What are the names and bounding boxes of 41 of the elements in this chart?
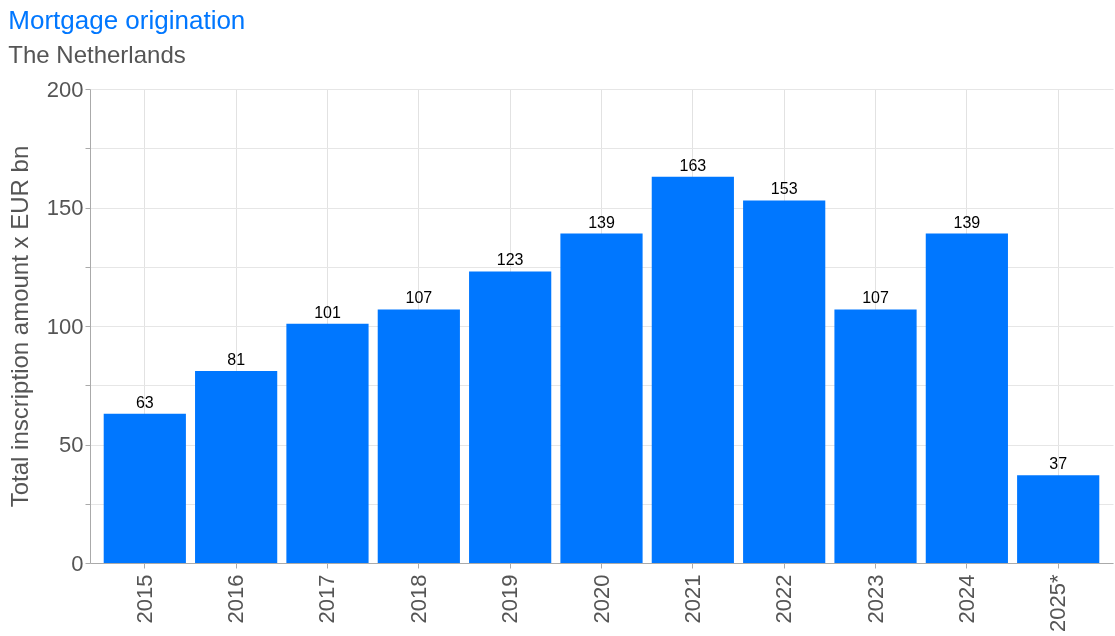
- chart-title: Mortgage origination: [8, 5, 246, 35]
- bar: [286, 323, 369, 563]
- data-label: 123: [496, 251, 524, 269]
- data-label: 163: [679, 156, 707, 174]
- data-label: 153: [770, 180, 798, 198]
- bar: [103, 413, 186, 563]
- y-axis-title: Total inscription amount x EUR bn: [5, 145, 33, 508]
- x-tick-label: 2016: [223, 574, 249, 624]
- bar: [651, 176, 734, 563]
- y-tick-label: 150: [46, 195, 84, 220]
- x-tick-label: 2025*: [1045, 574, 1071, 633]
- data-label: 101: [314, 303, 341, 321]
- x-tick-label: 2020: [588, 574, 614, 624]
- x-tick-label: 2015: [131, 574, 157, 624]
- x-tick-label: 2021: [679, 574, 705, 624]
- bar: [560, 233, 643, 563]
- y-tick-label: 200: [46, 76, 84, 102]
- data-label: 81: [227, 351, 246, 369]
- data-label: 63: [135, 393, 154, 411]
- data-label: 37: [1049, 455, 1068, 473]
- bar: [377, 309, 460, 563]
- data-label: 107: [862, 289, 889, 307]
- y-tick-label: 0: [71, 550, 84, 576]
- bar: [743, 200, 826, 563]
- data-label: 107: [405, 289, 433, 307]
- chart-subtitle: The Netherlands: [8, 41, 186, 68]
- bar: [1017, 475, 1100, 563]
- bar: [925, 233, 1008, 563]
- data-label: 139: [588, 213, 615, 231]
- bar: [195, 371, 278, 563]
- x-tick-label: 2017: [314, 574, 340, 624]
- data-label: 139: [953, 213, 981, 231]
- y-tick-label: 100: [46, 313, 84, 339]
- bar: [834, 309, 917, 563]
- x-tick-label: 2019: [497, 574, 523, 624]
- x-tick-label: 2023: [862, 574, 888, 624]
- x-tick-label: 2018: [405, 574, 431, 624]
- bar: [469, 271, 552, 563]
- x-tick-label: 2024: [953, 574, 979, 624]
- x-tick-label: 2022: [771, 574, 797, 624]
- y-tick-label: 50: [59, 432, 84, 457]
